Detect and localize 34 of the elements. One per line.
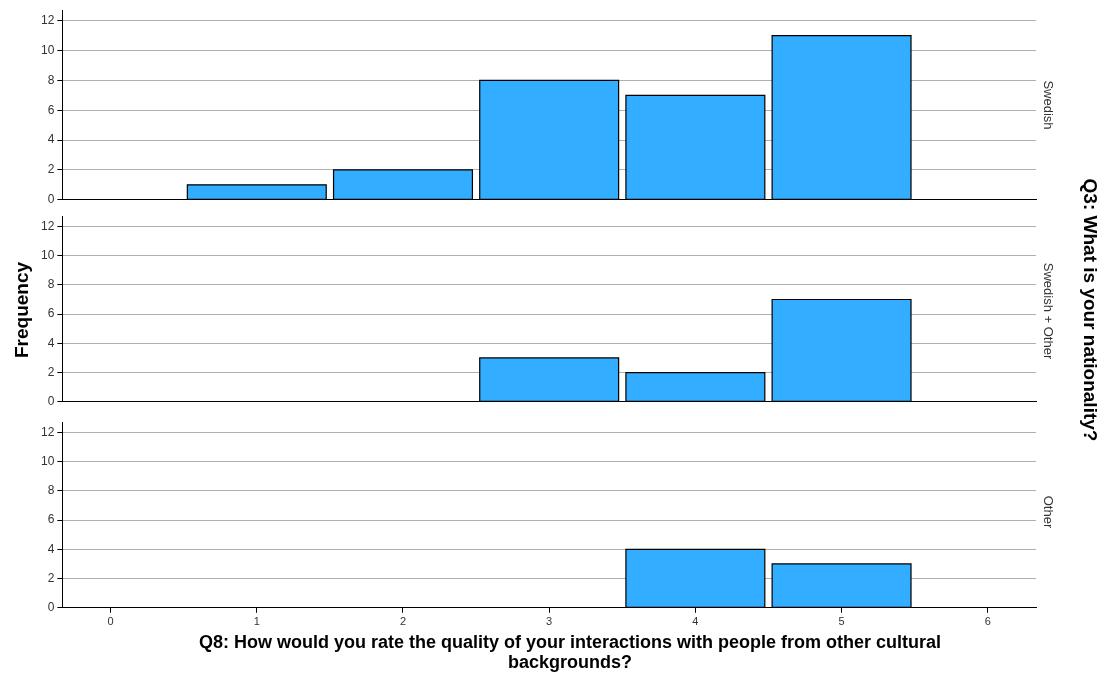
y-tick-label: 4 [47, 132, 55, 147]
y-tick-label: 0 [47, 192, 55, 207]
y-tick-label: 12 [40, 12, 55, 27]
x-tick-label: 6 [984, 615, 991, 628]
text: Swedish + Other [1040, 262, 1056, 360]
x-tick-label: 1 [253, 615, 260, 628]
y-tick-label: 0 [47, 394, 55, 409]
y-tick-label: 10 [40, 42, 55, 57]
y-tick-label: 2 [47, 162, 55, 177]
y-tick-label: 10 [40, 453, 55, 468]
y-axis-title: Frequency [11, 261, 33, 359]
y-tick-label: 4 [47, 541, 55, 556]
text: Other [1040, 495, 1056, 529]
y2-axis-title: Q3: What is your nationality? [1079, 178, 1101, 442]
text: Swedish [1040, 80, 1056, 130]
y-tick-label: 10 [40, 247, 55, 262]
y-tick-label: 8 [47, 483, 55, 498]
y-tick-label: 6 [47, 512, 55, 527]
x-tick-label: 5 [838, 615, 845, 628]
x-tick-label: 0 [107, 615, 114, 628]
y-tick-label: 6 [47, 306, 55, 321]
y-tick-label: 2 [47, 570, 55, 585]
x-axis-title: Q8: How would you rate the quality of your interactions with people from other cultural backgrounds? [197, 632, 943, 672]
y-tick-label: 2 [47, 364, 55, 379]
x-tick-label: 4 [692, 615, 699, 628]
y-tick-label: 4 [47, 335, 55, 350]
y-tick-label: 6 [47, 102, 55, 117]
x-tick-label: 3 [546, 615, 553, 628]
y-tick-label: 12 [40, 424, 55, 439]
y-tick-label: 8 [47, 277, 55, 292]
y-tick-label: 12 [40, 218, 55, 233]
y-tick-label: 8 [47, 72, 55, 87]
x-tick-label: 2 [399, 615, 407, 628]
y-tick-label: 0 [47, 600, 55, 615]
